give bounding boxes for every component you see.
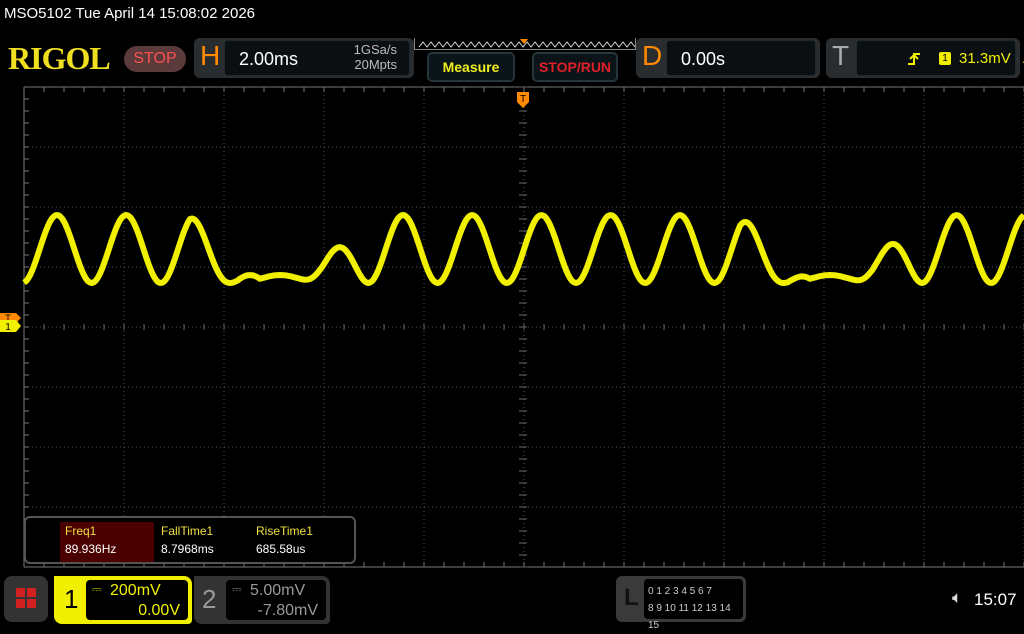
window-title: MSO5102 Tue April 14 15:08:02 2026 (4, 5, 256, 22)
memory-position-bar (414, 38, 636, 50)
channel1-offset: 0.00V (138, 602, 180, 619)
measurement-falltime[interactable]: FallTime1 8.7968ms (156, 522, 250, 562)
clock: 15:07 (974, 590, 1017, 609)
channel2-number: 2 (202, 584, 217, 614)
timebase-value: 2.00ms (239, 49, 299, 69)
run-state-badge: STOP (124, 46, 186, 72)
delay-value: 0.00s (681, 49, 726, 69)
channel1-panel[interactable]: 1 ⎓ 200mV 0.00V (54, 576, 192, 624)
measurement-panel: Freq1 89.936Hz FallTime1 8.7968ms RiseTi… (24, 516, 356, 564)
memory-depth: 20Mpts (354, 57, 397, 72)
stop-run-button[interactable]: STOP/RUN (532, 52, 618, 82)
trigger-level: 31.3mV (959, 50, 1011, 67)
measurement-value: 685.58us (256, 542, 306, 556)
channel1-offset-marker[interactable]: 1 (0, 320, 21, 333)
speaker-muted-icon[interactable]: 🔈︎ (952, 588, 963, 607)
logic-letter: L (624, 584, 639, 611)
measurement-label: FallTime1 (161, 524, 214, 538)
delay-letter: D (642, 40, 663, 71)
delay-panel[interactable]: D 0.00s (636, 38, 820, 78)
main-menu-button[interactable] (4, 576, 48, 622)
measure-button[interactable]: Measure (427, 52, 515, 82)
channel2-scale: 5.00mV (250, 582, 306, 599)
channel1-number: 1 (64, 584, 79, 614)
measurement-freq[interactable]: Freq1 89.936Hz (60, 522, 154, 562)
channel2-panel[interactable]: 2 ⎓ 5.00mV -7.80mV (194, 576, 330, 624)
sample-rate: 1GSa/s (353, 42, 397, 57)
graticule (23, 86, 1024, 568)
measurement-label: Freq1 (65, 524, 97, 538)
dc-coupling-icon: ⎓ (232, 582, 242, 596)
trigger-panel[interactable]: T 1 31.3mV A (826, 38, 1024, 78)
measurement-value: 89.936Hz (65, 542, 117, 556)
logic-channels-row1: 0 1 2 3 4 5 6 7 (648, 586, 712, 597)
measurement-label: RiseTime1 (256, 524, 313, 538)
measurement-value: 8.7968ms (161, 542, 214, 556)
rising-edge-icon (908, 53, 920, 65)
waveform-display[interactable]: T T 1 (0, 86, 1024, 568)
horizontal-letter: H (200, 40, 221, 71)
trigger-position-label: T (520, 94, 526, 105)
horizontal-panel[interactable]: H 2.00ms 1GSa/s 20Mpts (194, 38, 414, 78)
logic-channels-row2: 8 9 10 11 12 13 14 15 (648, 603, 731, 631)
trigger-source-badge: 1 (939, 52, 951, 65)
channel1-marker-label: 1 (5, 322, 11, 333)
channel1-trace (22, 212, 1024, 286)
menu-grid-icon (16, 588, 36, 608)
rigol-logo: RIGOL (8, 40, 111, 76)
logic-panel[interactable]: L 0 1 2 3 4 5 6 7 8 9 10 11 12 13 14 15 (616, 576, 746, 631)
dc-coupling-icon: ⎓ (92, 582, 102, 596)
trigger-position-marker: T (517, 92, 529, 108)
trigger-letter: T (832, 40, 850, 71)
trigger-level-label: T (5, 313, 11, 323)
channel2-offset: -7.80mV (257, 602, 318, 619)
trigger-position-icon (520, 39, 528, 44)
channel1-scale: 200mV (110, 582, 161, 599)
measurement-risetime[interactable]: RiseTime1 685.58us (251, 522, 345, 562)
